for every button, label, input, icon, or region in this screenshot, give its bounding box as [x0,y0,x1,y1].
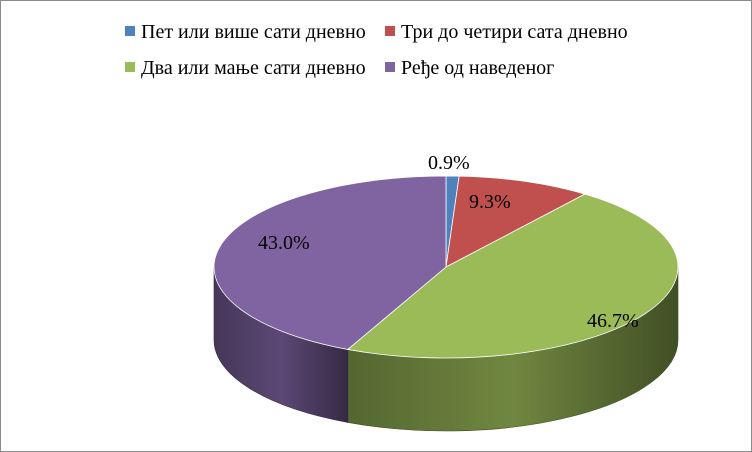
legend-swatch-0 [125,26,135,36]
legend-label-3: Ређе од наведеног [401,57,555,79]
pie-slice-2 [346,193,679,359]
data-label-3: 43.0% [258,232,310,254]
legend-swatch-1 [385,26,395,36]
legend-label-1: Три до четири сата дневно [401,21,628,43]
legend-swatch-3 [385,62,395,72]
pie-slice-3 [213,175,447,350]
legend-item-3: Ређе од наведеног [385,57,554,79]
data-label-0: 0.9% [428,152,470,174]
data-label-2: 46.7% [587,310,639,332]
legend-item-0: Пет или више сати дневно [125,21,366,43]
legend-label-2: Два или мање сати дневно [141,57,366,79]
legend-item-1: Три до четири сата дневно [385,21,628,43]
pie-slice-1 [445,175,586,268]
data-label-1: 9.3% [469,191,511,213]
legend-swatch-2 [125,62,135,72]
legend-item-2: Два или мање сати дневно [125,57,366,79]
chart-legend: Пет или више сати дневно Три до четири с… [1,1,751,101]
legend-label-0: Пет или више сати дневно [141,21,366,43]
